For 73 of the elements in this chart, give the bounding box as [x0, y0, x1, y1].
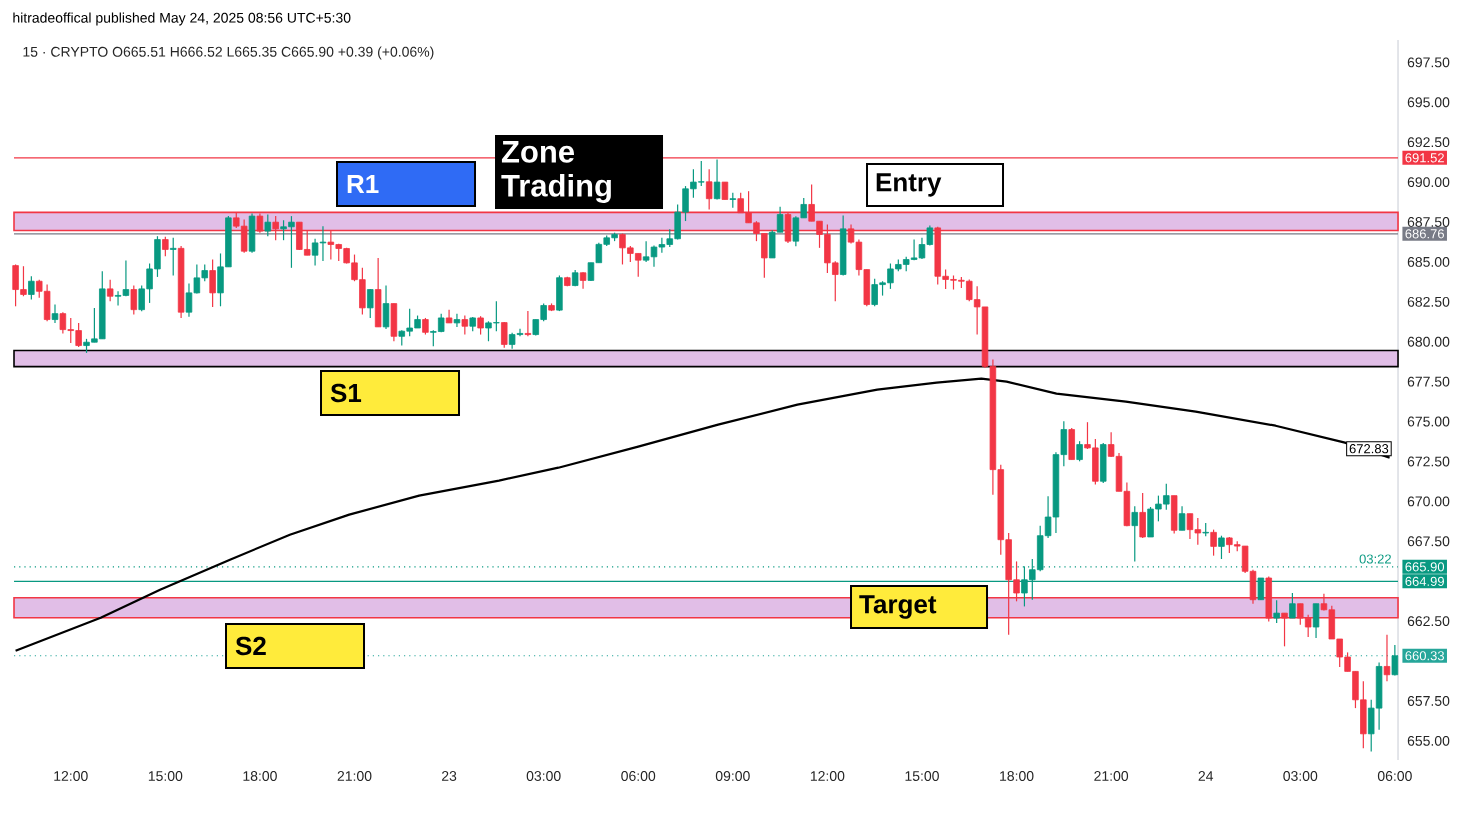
- x-tick-label: 23: [441, 771, 457, 781]
- y-tick-label: 687.50: [1407, 217, 1450, 227]
- x-tick-label: 18:00: [1000, 771, 1034, 781]
- candlestick: [1076, 440, 1083, 462]
- candlestick: [461, 314, 469, 336]
- candlestick: [1289, 592, 1296, 619]
- candlestick: [524, 310, 532, 337]
- candlestick: [1312, 603, 1320, 639]
- y-tick-label: 655.00: [1407, 735, 1450, 746]
- candlestick: [1391, 644, 1399, 676]
- y-tick-label: 680.00: [1407, 336, 1450, 347]
- y-tick-label: 672.50: [1407, 456, 1450, 467]
- candlestick: [1131, 505, 1139, 563]
- y-tick-label: 682.50: [1407, 296, 1450, 307]
- candlestick: [1210, 529, 1217, 557]
- y-tick-label: 692.50: [1407, 137, 1450, 148]
- candlestick: [713, 158, 721, 201]
- ref-line-label: 665.90: [1405, 562, 1445, 572]
- band-label: S1: [330, 383, 362, 403]
- candlestick: [501, 321, 508, 349]
- candlestick: [705, 168, 713, 210]
- x-tick-label: 09:00: [715, 771, 750, 781]
- x-tick-label: 15:00: [905, 771, 939, 781]
- candlestick: [1178, 505, 1186, 531]
- candlestick: [162, 236, 169, 257]
- ref-line-label: 660.33: [1405, 651, 1444, 661]
- x-tick-label: 12:00: [810, 771, 845, 781]
- x-tick-label: 21:00: [337, 771, 372, 781]
- candlestick: [209, 258, 216, 308]
- candlestick: [367, 288, 374, 319]
- x-tick-label: 03:00: [526, 771, 561, 781]
- band-label: R1: [347, 175, 379, 193]
- annotation: Target: [859, 595, 937, 619]
- annotation: 672.83: [1349, 444, 1389, 454]
- candlestick: [1383, 634, 1391, 682]
- x-tick-label: 03:00: [1283, 771, 1318, 781]
- candlestick: [382, 284, 390, 330]
- candlestick: [130, 284, 138, 316]
- x-tick-label: 21:00: [1094, 771, 1129, 781]
- candlestick: [51, 303, 59, 324]
- y-tick-label: 667.50: [1407, 536, 1450, 547]
- y-tick-label: 662.50: [1407, 616, 1450, 627]
- annotation: Entry: [876, 173, 942, 197]
- candlestick: [1273, 599, 1280, 624]
- y-tick-label: 657.50: [1407, 696, 1450, 706]
- candlestick: [264, 213, 272, 237]
- y-tick-label: 695.00: [1407, 97, 1450, 108]
- y-tick-label: 690.00: [1407, 177, 1450, 188]
- chart-title: hitradeoffical published May 24, 2025 08:56 UTC+5:30: [13, 12, 351, 26]
- band-label: S2: [235, 636, 266, 656]
- x-tick-label: 24: [1198, 771, 1214, 781]
- x-tick-label: 12:00: [54, 771, 88, 781]
- x-tick-label: 06:00: [621, 771, 656, 781]
- candlestick: [1218, 535, 1225, 560]
- candlestick: [477, 315, 484, 336]
- candlestick: [453, 313, 461, 328]
- candlestick: [106, 279, 114, 302]
- candlestick: [169, 237, 177, 277]
- y-tick-label: 675.00: [1407, 416, 1450, 427]
- y-tick-label: 670.00: [1407, 496, 1450, 507]
- x-tick-label: 15:00: [148, 771, 183, 781]
- candlestick: [28, 275, 35, 301]
- ref-line-label: 691.52: [1405, 153, 1444, 163]
- ref-line-label: 686.76: [1405, 229, 1444, 239]
- annotation: Zone Trading: [501, 141, 611, 203]
- x-tick-label: 06:00: [1377, 771, 1412, 781]
- chart-subtitle: 15 · CRYPTO O665.51 H666.52 L665.35 C665.90 +0.39 (+0.06%): [23, 46, 434, 60]
- y-tick-label: 697.50: [1407, 57, 1450, 68]
- x-tick-label: 18:00: [243, 771, 277, 781]
- y-tick-label: 677.50: [1407, 376, 1450, 387]
- y-tick-label: 685.00: [1407, 256, 1450, 267]
- annotation: 03:22: [1359, 554, 1391, 564]
- ref-line-label: 664.99: [1405, 576, 1444, 586]
